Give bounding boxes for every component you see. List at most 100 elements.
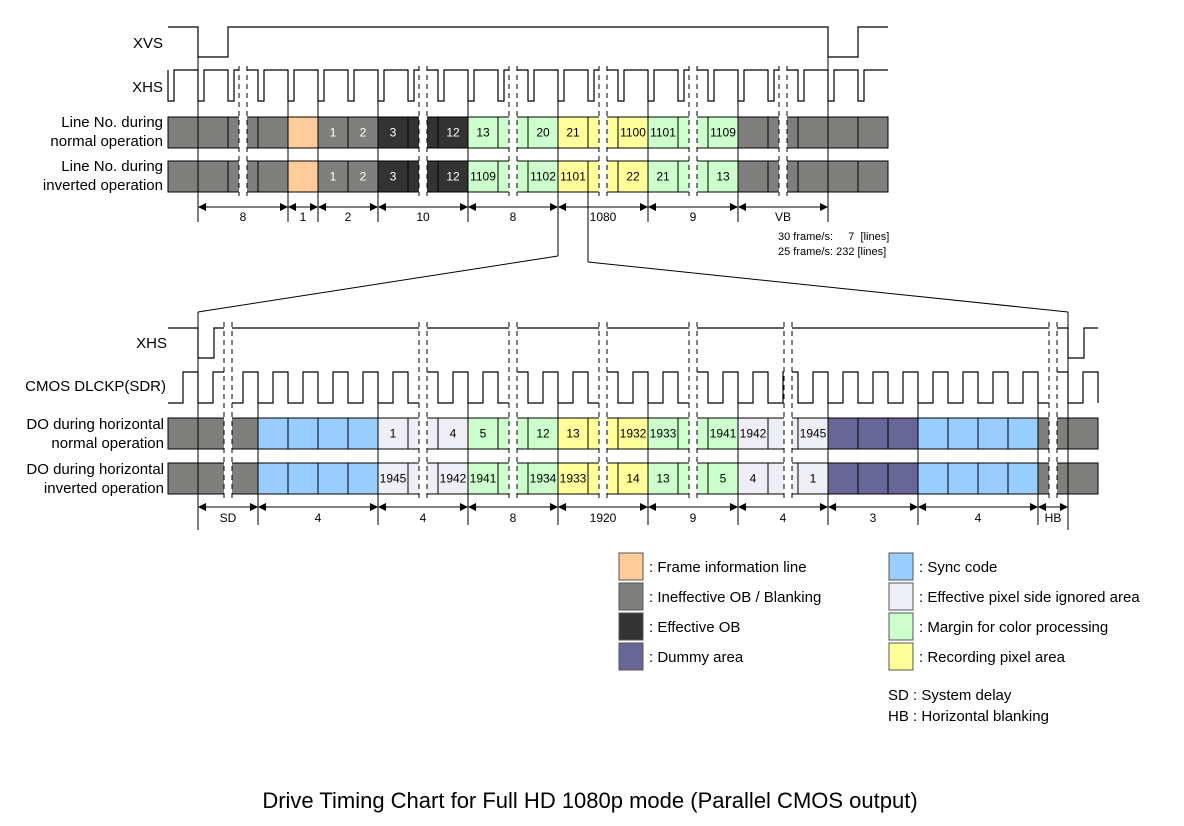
legend-swatch-record bbox=[888, 642, 914, 671]
line-normal-cell bbox=[197, 116, 229, 149]
line-normal-cell-label: 1109 bbox=[710, 126, 736, 140]
row-label-normal-2: normal operation bbox=[50, 133, 163, 150]
line-inverted-cell bbox=[857, 160, 889, 193]
line-inverted-cell bbox=[827, 160, 859, 193]
do-normal-cell-label: 1942 bbox=[740, 427, 767, 441]
break-gap bbox=[419, 66, 427, 196]
row-label-do-inverted-2: inverted operation bbox=[44, 480, 164, 497]
break-gap bbox=[689, 322, 697, 498]
break-gap bbox=[784, 322, 792, 498]
row-label-inverted-2: inverted operation bbox=[43, 177, 163, 194]
line-normal-cell bbox=[737, 116, 769, 149]
do-inverted-cell bbox=[167, 462, 199, 495]
do-inverted-cell bbox=[437, 462, 469, 495]
legend-swatch-ignored bbox=[888, 582, 914, 611]
do-inverted-cell-label: 5 bbox=[720, 472, 727, 486]
do-normal-cell bbox=[617, 417, 649, 450]
line-normal-cell bbox=[797, 116, 829, 149]
do-inverted-cell-label: 1941 bbox=[470, 472, 497, 486]
break-gap bbox=[689, 66, 697, 196]
break-gap bbox=[224, 322, 232, 498]
do-normal-cell bbox=[257, 417, 289, 450]
do-inverted-cell bbox=[647, 462, 679, 495]
diagram-caption: Drive Timing Chart for Full HD 1080p mod… bbox=[262, 788, 917, 813]
do-normal-cell bbox=[887, 417, 919, 450]
do-inverted-cell bbox=[527, 462, 559, 495]
abbrev-hb: HB : Horizontal blanking bbox=[888, 708, 1049, 725]
line-inverted-cell-label: 1102 bbox=[530, 170, 556, 184]
legend-swatch-dummy bbox=[618, 642, 644, 671]
line-normal-cell bbox=[257, 116, 289, 149]
do-inverted-cell-label: 1934 bbox=[530, 472, 557, 486]
do-inverted-cell bbox=[197, 462, 229, 495]
do-normal-cell bbox=[947, 417, 979, 450]
do-normal-cell-label: 1945 bbox=[800, 427, 827, 441]
do-inverted-cell bbox=[857, 462, 889, 495]
line-inverted-cell-label: 12 bbox=[446, 170, 460, 184]
line-normal-cell bbox=[377, 116, 409, 149]
do-normal-cell-label: 12 bbox=[536, 427, 550, 441]
do-inverted-cell bbox=[767, 462, 799, 495]
do-normal-cell bbox=[977, 417, 1009, 450]
legend: : Frame information line : Ineffective OB… bbox=[618, 552, 1140, 671]
legend-label-blank: : Ineffective OB / Blanking bbox=[649, 589, 821, 606]
waveforms bbox=[167, 26, 1099, 404]
do-inverted-cell bbox=[947, 462, 979, 495]
line-inverted-cell-label: 21 bbox=[656, 170, 670, 184]
line-inverted-cell bbox=[737, 160, 769, 193]
row-label-normal-1: Line No. during bbox=[61, 114, 163, 131]
xhs-waveform bbox=[167, 69, 888, 102]
row-label-do-normal-2: normal operation bbox=[51, 435, 164, 452]
line-normal-cell-label: 13 bbox=[476, 126, 490, 140]
legend-swatch-sync bbox=[888, 552, 914, 581]
line-inverted-cell bbox=[287, 160, 319, 193]
do-inverted-cell bbox=[317, 462, 349, 495]
line-count-label: 2 bbox=[345, 210, 352, 224]
do-inverted-cell bbox=[287, 462, 319, 495]
pixel-count-label: SD bbox=[220, 511, 237, 525]
signal-label-xhs-detail: XHS bbox=[136, 335, 167, 352]
do-normal-cell bbox=[737, 417, 769, 450]
abbrev-sd: SD : System delay bbox=[888, 687, 1012, 704]
row-label-do-normal-1: DO during horizontal bbox=[26, 416, 164, 433]
do-inverted-cell bbox=[977, 462, 1009, 495]
pixel-count-label: 8 bbox=[510, 511, 517, 525]
pixel-count-label: HB bbox=[1045, 511, 1062, 525]
line-normal-cell bbox=[287, 116, 319, 149]
do-inverted-cell bbox=[887, 462, 919, 495]
line-count-label: 9 bbox=[690, 210, 697, 224]
xhs-detail-waveform bbox=[168, 327, 1098, 359]
do-normal-cell-label: 13 bbox=[566, 427, 580, 441]
do-normal-cell bbox=[827, 417, 859, 450]
legend-label-frame_info: : Frame information line bbox=[649, 559, 807, 576]
line-normal-cell-label: 21 bbox=[566, 126, 580, 140]
line-count-label: 1 bbox=[300, 210, 307, 224]
line-normal-cell bbox=[827, 116, 859, 149]
line-normal-cell bbox=[647, 116, 679, 149]
vb-note-30fps: 30 frame/s: 7 [lines] bbox=[778, 231, 889, 243]
line-normal-cell bbox=[617, 116, 649, 149]
line-normal-cell bbox=[857, 116, 889, 149]
pixel-count-label: 1920 bbox=[590, 511, 617, 525]
legend-label-eff_ob: : Effective OB bbox=[649, 619, 740, 636]
line-inverted-cell bbox=[797, 160, 829, 193]
line-count-label: 1080 bbox=[590, 210, 617, 224]
line-inverted-cell-label: 1109 bbox=[470, 170, 496, 184]
line-normal-cell-label: 2 bbox=[360, 126, 367, 140]
line-normal-cell-label: 12 bbox=[446, 126, 460, 140]
legend-swatch-margin bbox=[888, 612, 914, 641]
do-normal-cell bbox=[647, 417, 679, 450]
do-normal-cell bbox=[917, 417, 949, 450]
do-normal-cell bbox=[317, 417, 349, 450]
line-normal-cell-label: 1100 bbox=[620, 126, 646, 140]
break-gap bbox=[419, 322, 427, 498]
line-normal-cell bbox=[437, 116, 469, 149]
line-normal-cell bbox=[317, 116, 349, 149]
do-inverted-cell-label: 4 bbox=[750, 472, 757, 486]
do-inverted-cell bbox=[617, 462, 649, 495]
line-inverted-cell bbox=[377, 160, 409, 193]
do-inverted-cell bbox=[707, 462, 739, 495]
line-inverted-cell bbox=[707, 160, 739, 193]
